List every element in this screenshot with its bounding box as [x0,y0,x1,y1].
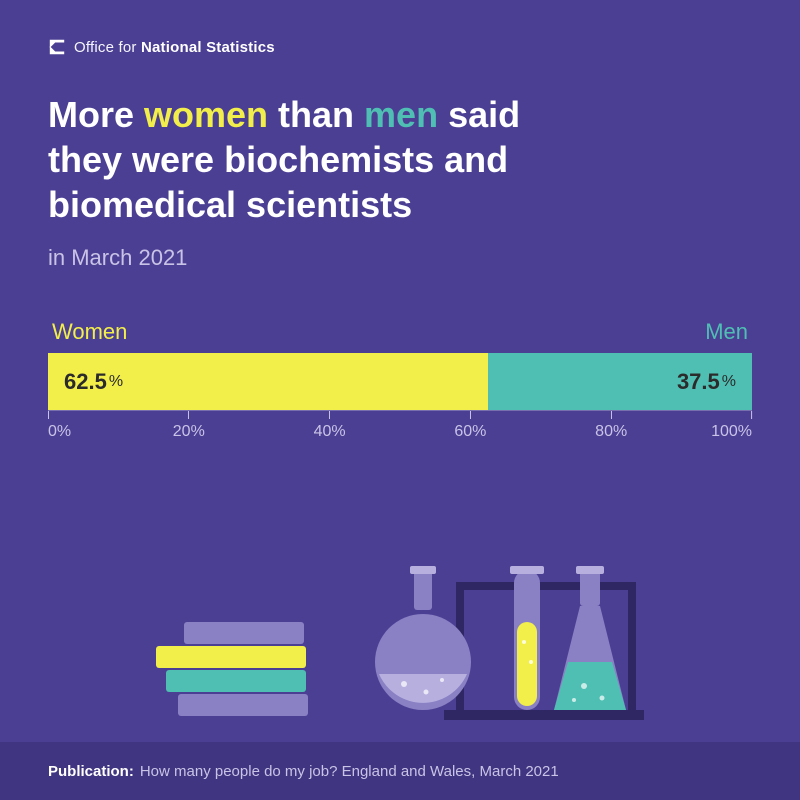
footer-bar: Publication: How many people do my job? … [0,742,800,800]
x-axis: 0% 20% 40% 60% 80% 100% [48,411,752,445]
infographic-page: Office for National Statistics More wome… [0,0,800,800]
axis-tick: 80% [595,411,627,441]
axis-tick: 40% [314,411,346,441]
logo-prefix: Office for [74,39,141,56]
gender-bar-chart: Women Men 62.5% 37.5% 0% 20% 40% 60% 80% 100% [48,319,752,445]
ons-logo-icon [48,38,66,56]
chart-category-labels: Women Men [48,319,752,353]
footer-text: How many people do my job? England and W… [140,763,559,780]
stacked-bar: 62.5% 37.5% [48,353,752,411]
axis-tick: 20% [173,411,205,441]
axis-tick: 100% [711,411,752,441]
value-men: 37.5 [677,369,720,395]
logo-bold: National Statistics [141,39,275,56]
bar-segment-men: 37.5% [488,353,752,410]
ons-logo-text: Office for National Statistics [74,39,275,56]
label-men: Men [705,319,748,345]
illustration-row [0,552,800,722]
subheadline: in March 2021 [48,245,752,271]
lab-flasks-icon [374,552,644,722]
label-women: Women [52,319,127,345]
pct-symbol-men: % [722,373,736,391]
axis-tick: 60% [454,411,486,441]
ons-logo: Office for National Statistics [48,38,752,56]
headline: More women than men said they were bioch… [48,92,752,227]
pct-symbol-women: % [109,373,123,391]
bar-segment-women: 62.5% [48,353,488,410]
axis-tick: 0% [48,411,71,441]
footer-label: Publication: [48,763,134,780]
books-icon [156,602,326,722]
value-women: 62.5 [64,369,107,395]
